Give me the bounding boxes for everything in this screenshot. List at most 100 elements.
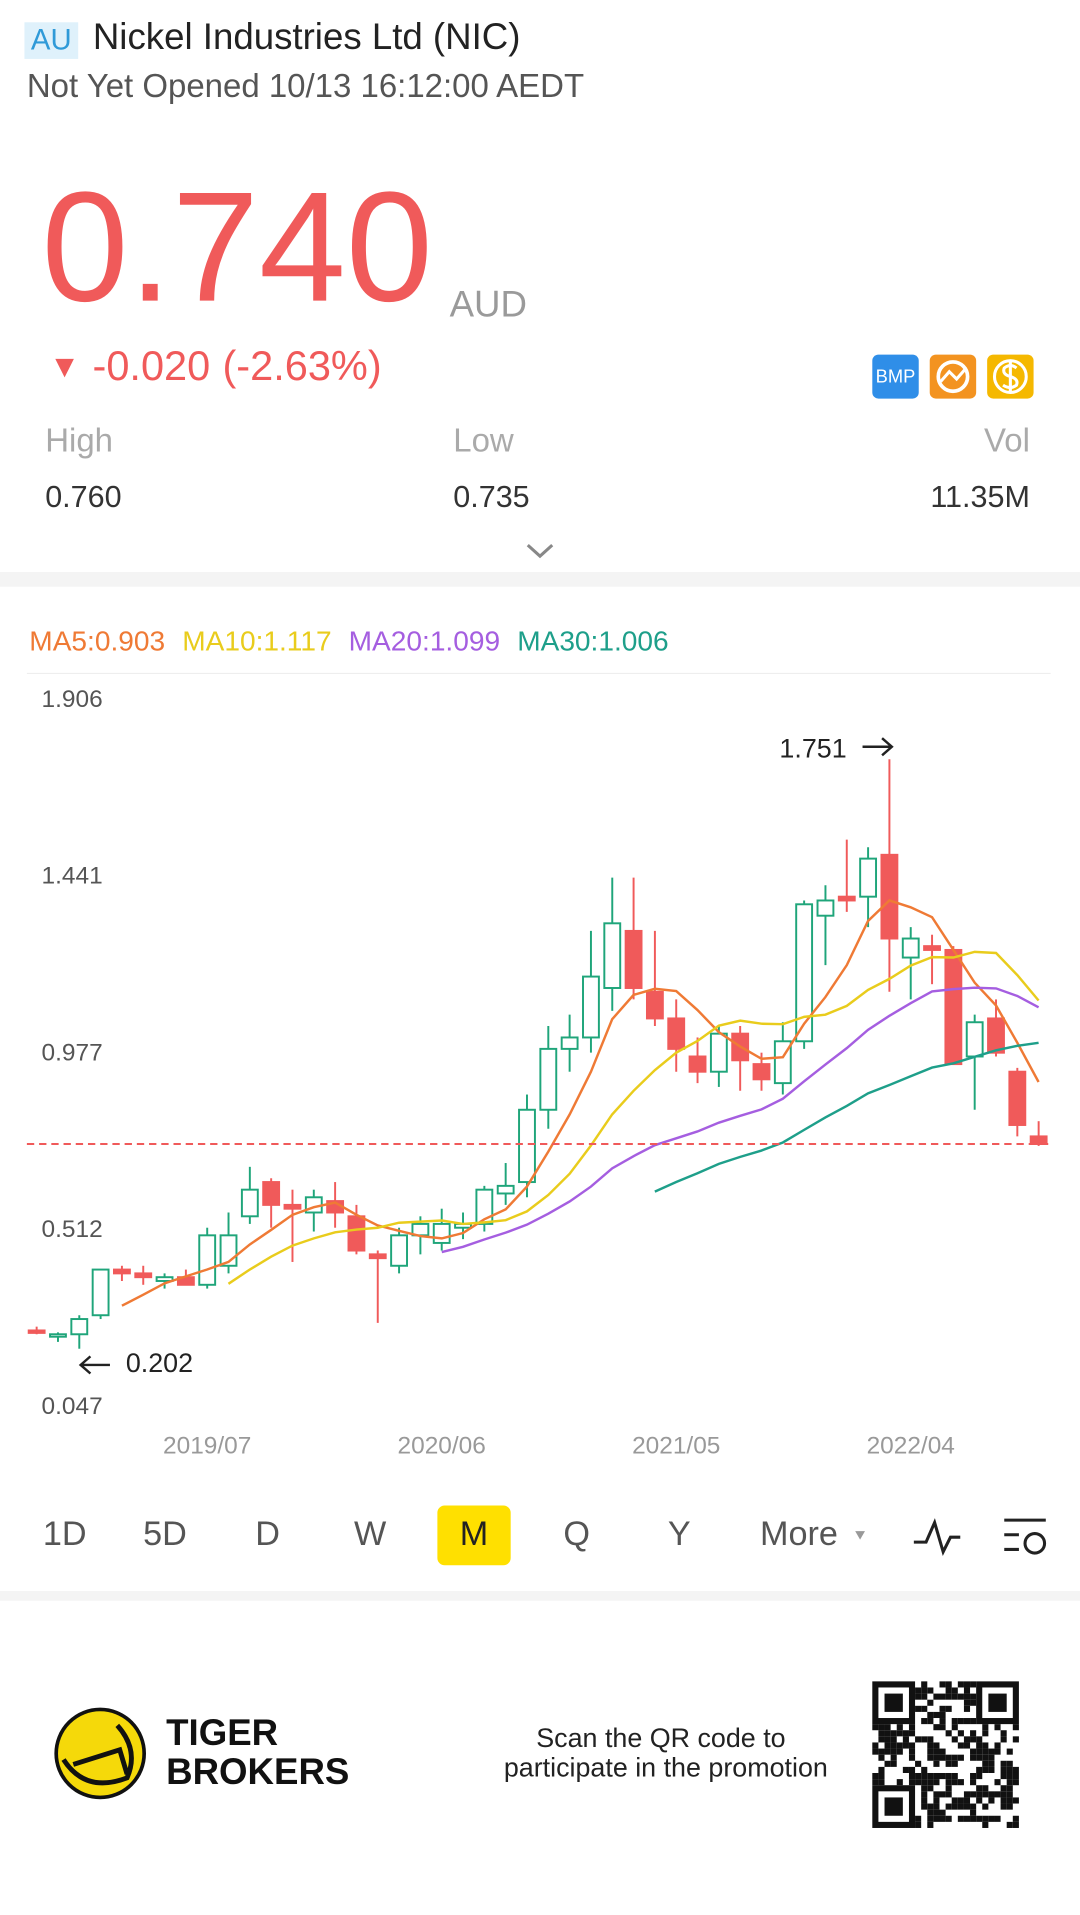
qr-cell — [908, 1772, 916, 1780]
qr-cell — [884, 1760, 891, 1767]
qr-cell — [1006, 1779, 1013, 1786]
qr-cell — [963, 1705, 971, 1712]
period-tab[interactable]: D — [255, 1515, 280, 1553]
qr-cell — [988, 1748, 995, 1755]
qr-cell — [927, 1687, 934, 1694]
qr-cell — [890, 1742, 897, 1749]
qr-cell — [970, 1699, 977, 1706]
qr-cell — [970, 1791, 977, 1798]
qr-cell — [921, 1791, 928, 1798]
qr-cell — [963, 1791, 971, 1798]
qr-cell — [951, 1724, 958, 1731]
stat-label: Vol — [984, 421, 1030, 458]
qr-finder — [872, 1681, 916, 1725]
qr-cell — [982, 1760, 989, 1767]
qr-cell — [896, 1779, 903, 1786]
candle-body — [709, 1032, 728, 1073]
qr-cell — [927, 1742, 934, 1749]
candle-body — [539, 1047, 558, 1111]
qr-cell — [970, 1718, 977, 1725]
period-tab[interactable]: W — [354, 1515, 387, 1553]
qr-cell — [970, 1736, 977, 1743]
indicator-icon[interactable] — [913, 1518, 961, 1557]
qr-cell — [982, 1724, 989, 1731]
qr-cell — [908, 1742, 916, 1749]
period-tab[interactable]: 1D — [43, 1515, 87, 1553]
candle-body — [923, 945, 941, 951]
qr-cell — [927, 1803, 934, 1810]
qr-cell — [1012, 1772, 1019, 1780]
candle-body — [390, 1234, 408, 1267]
qr-cell — [945, 1772, 952, 1780]
qr-cell — [1012, 1724, 1019, 1731]
candle-body — [1008, 1070, 1027, 1126]
qr-cell — [982, 1748, 989, 1755]
y-tick-label: 1.906 — [42, 686, 103, 713]
qr-cell — [945, 1681, 952, 1688]
candle-body — [901, 937, 920, 959]
qr-cell — [915, 1687, 922, 1694]
qr-cell — [994, 1748, 1001, 1755]
settings-icon[interactable] — [1004, 1518, 1046, 1551]
high-arrow — [862, 737, 894, 757]
candle-body — [283, 1203, 302, 1210]
qr-cell — [957, 1742, 964, 1749]
qr-cell — [1006, 1766, 1013, 1773]
period-tab[interactable]: More — [760, 1515, 838, 1553]
y-tick-label: 0.512 — [42, 1216, 103, 1243]
period-tab[interactable]: Q — [563, 1515, 590, 1553]
qr-cell — [890, 1736, 897, 1743]
change-value: -0.020 — [93, 342, 211, 389]
qr-cell — [939, 1693, 946, 1700]
qr-cell — [933, 1748, 940, 1755]
qr-cell — [927, 1711, 934, 1719]
section-divider — [0, 1590, 1080, 1601]
qr-cell — [872, 1748, 879, 1755]
qr-cell — [957, 1693, 964, 1700]
badge-glyph — [1002, 361, 1019, 392]
expand-chevron[interactable] — [526, 544, 554, 559]
period-tab[interactable]: Y — [668, 1515, 691, 1553]
period-tab[interactable]: M — [460, 1515, 488, 1553]
qr-cell — [927, 1748, 934, 1755]
candle-body — [27, 1329, 46, 1334]
qr-cell — [939, 1718, 946, 1725]
qr-cell — [982, 1821, 989, 1828]
qr-cell — [988, 1815, 995, 1822]
x-tick-label: 2019/07 — [163, 1432, 251, 1459]
candle-body — [667, 1017, 686, 1050]
stat-value: 0.735 — [453, 480, 529, 514]
change-pct: (-2.63%) — [222, 342, 381, 389]
qr-cell — [982, 1730, 989, 1737]
qr-cell — [915, 1693, 922, 1700]
badge-icon[interactable] — [872, 354, 919, 399]
qr-cell — [963, 1718, 971, 1725]
qr-cell — [988, 1791, 995, 1798]
status: Not Yet Opened 10/13 16:12:00 AEDT — [27, 67, 584, 104]
qr-cell — [884, 1724, 891, 1731]
y-tick-label: 0.047 — [42, 1393, 103, 1420]
period-tab[interactable]: 5D — [143, 1515, 187, 1553]
qr-cell — [890, 1730, 897, 1737]
qr-cell — [1012, 1766, 1019, 1773]
section-divider — [0, 572, 1080, 587]
qr-cell — [908, 1779, 916, 1786]
qr-cell — [976, 1742, 983, 1749]
qr-cell — [915, 1821, 922, 1828]
qr-cell — [896, 1742, 903, 1749]
qr-cell — [933, 1724, 940, 1731]
qr-cell — [878, 1754, 885, 1761]
candle-body — [859, 857, 878, 898]
qr-cell — [884, 1748, 891, 1755]
qr-cell — [939, 1815, 946, 1822]
qr-cell — [939, 1791, 946, 1798]
qr-cell — [945, 1754, 952, 1761]
qr-cell — [915, 1736, 922, 1743]
qr-cell — [933, 1742, 940, 1749]
qr-cell — [1000, 1791, 1007, 1798]
qr-cell — [951, 1718, 958, 1725]
qr-cell — [921, 1687, 928, 1694]
qr-cell — [970, 1809, 977, 1816]
candle-body — [240, 1188, 259, 1218]
qr-code[interactable] — [872, 1681, 1019, 1828]
